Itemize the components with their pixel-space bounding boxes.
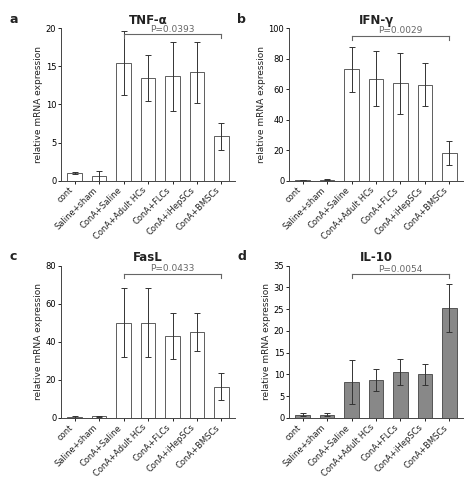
Text: d: d — [237, 250, 246, 264]
Y-axis label: relative mRNA expression: relative mRNA expression — [262, 283, 271, 400]
Bar — [214, 136, 229, 181]
Bar — [295, 180, 310, 181]
Text: P=0.0433: P=0.0433 — [150, 265, 195, 273]
Bar — [320, 415, 335, 418]
Bar — [67, 417, 82, 418]
Bar — [165, 336, 180, 418]
Bar — [369, 380, 383, 418]
Bar — [190, 73, 204, 181]
Text: P=0.0029: P=0.0029 — [378, 26, 423, 35]
Title: TNF-α: TNF-α — [128, 14, 167, 27]
Bar — [214, 387, 229, 418]
Bar — [393, 372, 408, 418]
Bar — [369, 78, 383, 181]
Bar — [116, 323, 131, 418]
Bar — [190, 332, 204, 418]
Y-axis label: relative mRNA expression: relative mRNA expression — [257, 46, 266, 163]
Text: c: c — [9, 250, 17, 264]
Bar — [116, 63, 131, 181]
Text: b: b — [237, 13, 246, 26]
Bar — [344, 382, 359, 418]
Y-axis label: relative mRNA expression: relative mRNA expression — [34, 46, 43, 163]
Bar — [442, 153, 457, 181]
Bar — [165, 76, 180, 181]
Text: a: a — [9, 13, 18, 26]
Bar — [141, 78, 155, 181]
Bar — [320, 180, 335, 181]
Bar — [92, 416, 107, 418]
Bar — [442, 308, 457, 418]
Bar — [344, 70, 359, 181]
Bar — [393, 83, 408, 181]
Title: IL-10: IL-10 — [360, 251, 392, 265]
Bar — [418, 374, 432, 418]
Bar — [141, 323, 155, 418]
Y-axis label: relative mRNA expression: relative mRNA expression — [34, 283, 43, 400]
Bar — [418, 85, 432, 181]
Bar — [295, 415, 310, 418]
Title: IFN-γ: IFN-γ — [358, 14, 393, 27]
Text: P=0.0054: P=0.0054 — [378, 265, 423, 273]
Text: P=0.0393: P=0.0393 — [150, 24, 195, 34]
Bar — [92, 176, 107, 181]
Bar — [67, 173, 82, 181]
Title: FasL: FasL — [133, 251, 163, 265]
